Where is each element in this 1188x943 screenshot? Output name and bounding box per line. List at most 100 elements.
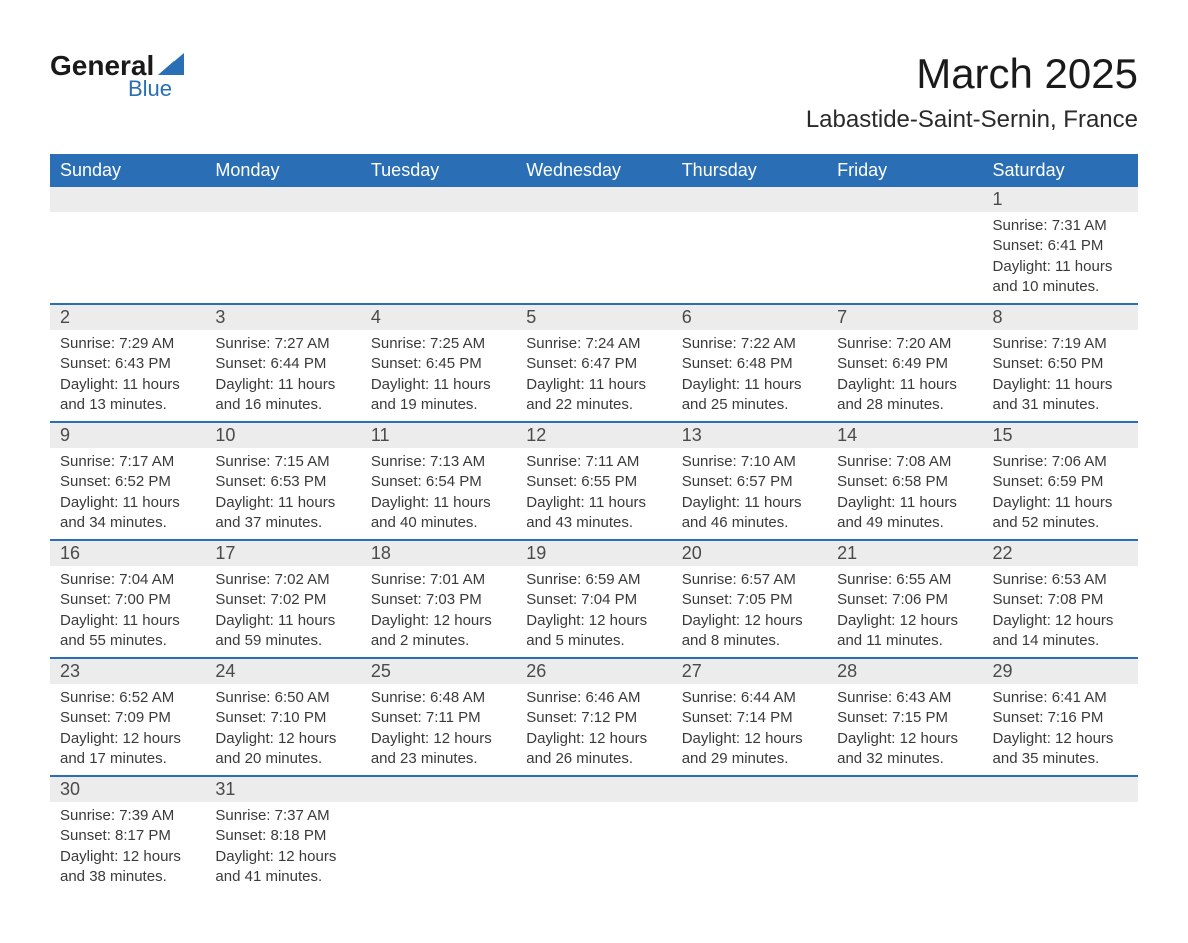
day-cell: [516, 802, 671, 893]
day-cell: Sunrise: 7:19 AMSunset: 6:50 PMDaylight:…: [983, 330, 1138, 422]
sunrise-text: Sunrise: 6:44 AM: [682, 688, 817, 708]
daylight-text-1: Daylight: 11 hours: [837, 375, 972, 395]
daylight-text-1: Daylight: 11 hours: [60, 375, 195, 395]
day-cell: Sunrise: 6:43 AMSunset: 7:15 PMDaylight:…: [827, 684, 982, 776]
day-cell: [672, 212, 827, 304]
daylight-text-1: Daylight: 12 hours: [215, 729, 350, 749]
sunset-text: Sunset: 7:14 PM: [682, 708, 817, 728]
sunrise-text: Sunrise: 6:46 AM: [526, 688, 661, 708]
day-number: 21: [827, 540, 982, 566]
day-number: 14: [827, 422, 982, 448]
day-cell: Sunrise: 7:01 AMSunset: 7:03 PMDaylight:…: [361, 566, 516, 658]
sunrise-text: Sunrise: 6:48 AM: [371, 688, 506, 708]
day-number: [205, 187, 360, 212]
sunset-text: Sunset: 7:06 PM: [837, 590, 972, 610]
sunset-text: Sunset: 6:43 PM: [60, 354, 195, 374]
sunset-text: Sunset: 6:41 PM: [993, 236, 1128, 256]
day-cell: Sunrise: 6:55 AMSunset: 7:06 PMDaylight:…: [827, 566, 982, 658]
sunrise-text: Sunrise: 6:43 AM: [837, 688, 972, 708]
day-cell: Sunrise: 7:31 AMSunset: 6:41 PMDaylight:…: [983, 212, 1138, 304]
daylight-text-2: and 49 minutes.: [837, 513, 972, 533]
sunset-text: Sunset: 6:52 PM: [60, 472, 195, 492]
sunset-text: Sunset: 6:57 PM: [682, 472, 817, 492]
day-number: [361, 776, 516, 802]
day-header-monday: Monday: [205, 154, 360, 187]
day-number: 13: [672, 422, 827, 448]
day-cell: Sunrise: 6:53 AMSunset: 7:08 PMDaylight:…: [983, 566, 1138, 658]
sunrise-text: Sunrise: 7:19 AM: [993, 334, 1128, 354]
daylight-text-2: and 25 minutes.: [682, 395, 817, 415]
daylight-text-1: Daylight: 12 hours: [682, 611, 817, 631]
daylight-text-2: and 34 minutes.: [60, 513, 195, 533]
week-content-row: Sunrise: 7:17 AMSunset: 6:52 PMDaylight:…: [50, 448, 1138, 540]
day-cell: Sunrise: 7:29 AMSunset: 6:43 PMDaylight:…: [50, 330, 205, 422]
week-number-row: 16171819202122: [50, 540, 1138, 566]
sunset-text: Sunset: 6:59 PM: [993, 472, 1128, 492]
day-header-saturday: Saturday: [983, 154, 1138, 187]
day-number: 11: [361, 422, 516, 448]
sunset-text: Sunset: 6:50 PM: [993, 354, 1128, 374]
sunrise-text: Sunrise: 7:11 AM: [526, 452, 661, 472]
week-number-row: 9101112131415: [50, 422, 1138, 448]
day-number: 20: [672, 540, 827, 566]
day-cell: [361, 802, 516, 893]
day-cell: [361, 212, 516, 304]
sunset-text: Sunset: 7:10 PM: [215, 708, 350, 728]
logo-word-blue: Blue: [128, 76, 172, 102]
daylight-text-2: and 8 minutes.: [682, 631, 817, 651]
daylight-text-2: and 43 minutes.: [526, 513, 661, 533]
day-header-tuesday: Tuesday: [361, 154, 516, 187]
day-cell: Sunrise: 7:10 AMSunset: 6:57 PMDaylight:…: [672, 448, 827, 540]
location-subtitle: Labastide-Saint-Sernin, France: [806, 106, 1138, 134]
daylight-text-2: and 23 minutes.: [371, 749, 506, 769]
daylight-text-2: and 32 minutes.: [837, 749, 972, 769]
day-number: [672, 187, 827, 212]
week-content-row: Sunrise: 7:04 AMSunset: 7:00 PMDaylight:…: [50, 566, 1138, 658]
sunrise-text: Sunrise: 7:29 AM: [60, 334, 195, 354]
week-number-row: 23242526272829: [50, 658, 1138, 684]
daylight-text-2: and 13 minutes.: [60, 395, 195, 415]
daylight-text-2: and 52 minutes.: [993, 513, 1128, 533]
day-number: 24: [205, 658, 360, 684]
daylight-text-1: Daylight: 11 hours: [837, 493, 972, 513]
daylight-text-2: and 14 minutes.: [993, 631, 1128, 651]
day-number: 27: [672, 658, 827, 684]
sunrise-text: Sunrise: 6:41 AM: [993, 688, 1128, 708]
day-number: 3: [205, 304, 360, 330]
day-number: [983, 776, 1138, 802]
day-number: 18: [361, 540, 516, 566]
daylight-text-2: and 26 minutes.: [526, 749, 661, 769]
day-header-wednesday: Wednesday: [516, 154, 671, 187]
daylight-text-2: and 38 minutes.: [60, 867, 195, 887]
week-number-row: 3031: [50, 776, 1138, 802]
week-content-row: Sunrise: 7:39 AMSunset: 8:17 PMDaylight:…: [50, 802, 1138, 893]
daylight-text-1: Daylight: 12 hours: [837, 729, 972, 749]
day-cell: [827, 212, 982, 304]
day-number: 12: [516, 422, 671, 448]
day-cell: Sunrise: 7:24 AMSunset: 6:47 PMDaylight:…: [516, 330, 671, 422]
day-cell: Sunrise: 7:13 AMSunset: 6:54 PMDaylight:…: [361, 448, 516, 540]
daylight-text-2: and 35 minutes.: [993, 749, 1128, 769]
daylight-text-2: and 40 minutes.: [371, 513, 506, 533]
day-cell: Sunrise: 7:20 AMSunset: 6:49 PMDaylight:…: [827, 330, 982, 422]
sunrise-text: Sunrise: 7:25 AM: [371, 334, 506, 354]
day-cell: [672, 802, 827, 893]
daylight-text-2: and 28 minutes.: [837, 395, 972, 415]
day-cell: [983, 802, 1138, 893]
daylight-text-1: Daylight: 11 hours: [215, 375, 350, 395]
sunset-text: Sunset: 6:49 PM: [837, 354, 972, 374]
sunset-text: Sunset: 7:09 PM: [60, 708, 195, 728]
day-number: 19: [516, 540, 671, 566]
daylight-text-1: Daylight: 12 hours: [371, 729, 506, 749]
daylight-text-1: Daylight: 12 hours: [526, 729, 661, 749]
day-cell: Sunrise: 7:37 AMSunset: 8:18 PMDaylight:…: [205, 802, 360, 893]
sunrise-text: Sunrise: 7:06 AM: [993, 452, 1128, 472]
sunset-text: Sunset: 6:55 PM: [526, 472, 661, 492]
daylight-text-2: and 11 minutes.: [837, 631, 972, 651]
day-number: 6: [672, 304, 827, 330]
daylight-text-2: and 19 minutes.: [371, 395, 506, 415]
day-header-friday: Friday: [827, 154, 982, 187]
daylight-text-2: and 59 minutes.: [215, 631, 350, 651]
sunrise-text: Sunrise: 7:22 AM: [682, 334, 817, 354]
daylight-text-1: Daylight: 12 hours: [60, 847, 195, 867]
